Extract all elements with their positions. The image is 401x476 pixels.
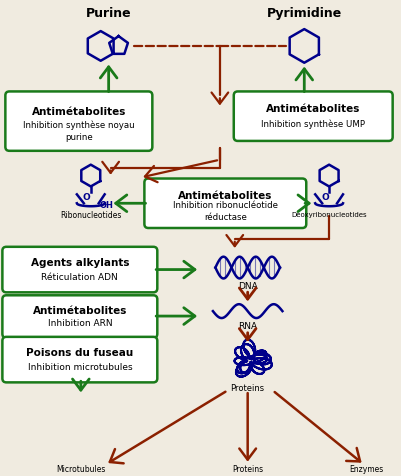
Text: Microtubules: Microtubules	[56, 465, 105, 474]
FancyBboxPatch shape	[2, 337, 157, 382]
Text: Enzymes: Enzymes	[350, 465, 384, 474]
Text: Inhibition synthèse UMP: Inhibition synthèse UMP	[261, 120, 365, 129]
Text: Inhibition ARN: Inhibition ARN	[48, 319, 112, 328]
Text: Pyrimidine: Pyrimidine	[267, 7, 342, 20]
Text: Antimétabolites: Antimétabolites	[32, 108, 126, 118]
Text: Antimétabolites: Antimétabolites	[266, 104, 360, 114]
Text: Antimétabolites: Antimétabolites	[32, 306, 127, 316]
Text: Inhibition synthèse noyau
purine: Inhibition synthèse noyau purine	[23, 121, 135, 142]
Text: Inhibition microtubules: Inhibition microtubules	[28, 363, 132, 372]
Text: Ribonucleotides: Ribonucleotides	[60, 211, 122, 219]
Text: Proteins: Proteins	[232, 465, 263, 474]
Text: Poisons du fuseau: Poisons du fuseau	[26, 348, 134, 358]
Text: DNA: DNA	[238, 282, 257, 291]
FancyBboxPatch shape	[234, 91, 393, 141]
Text: Purine: Purine	[86, 7, 132, 20]
FancyBboxPatch shape	[144, 178, 306, 228]
Text: Inhibition ribonucléotide
réductase: Inhibition ribonucléotide réductase	[173, 201, 278, 222]
Text: RNA: RNA	[238, 322, 257, 331]
Text: OH: OH	[100, 201, 113, 210]
FancyBboxPatch shape	[2, 247, 157, 292]
Text: Antimétabolites: Antimétabolites	[178, 191, 273, 201]
Text: O: O	[83, 193, 91, 202]
Text: O: O	[321, 193, 329, 202]
Text: Proteins: Proteins	[231, 384, 265, 393]
FancyBboxPatch shape	[5, 91, 152, 151]
Text: Réticulation ADN: Réticulation ADN	[41, 273, 118, 282]
Text: Deoxyribonucleotides: Deoxyribonucleotides	[291, 212, 367, 218]
Text: Agents alkylants: Agents alkylants	[30, 258, 129, 268]
FancyBboxPatch shape	[2, 295, 157, 338]
